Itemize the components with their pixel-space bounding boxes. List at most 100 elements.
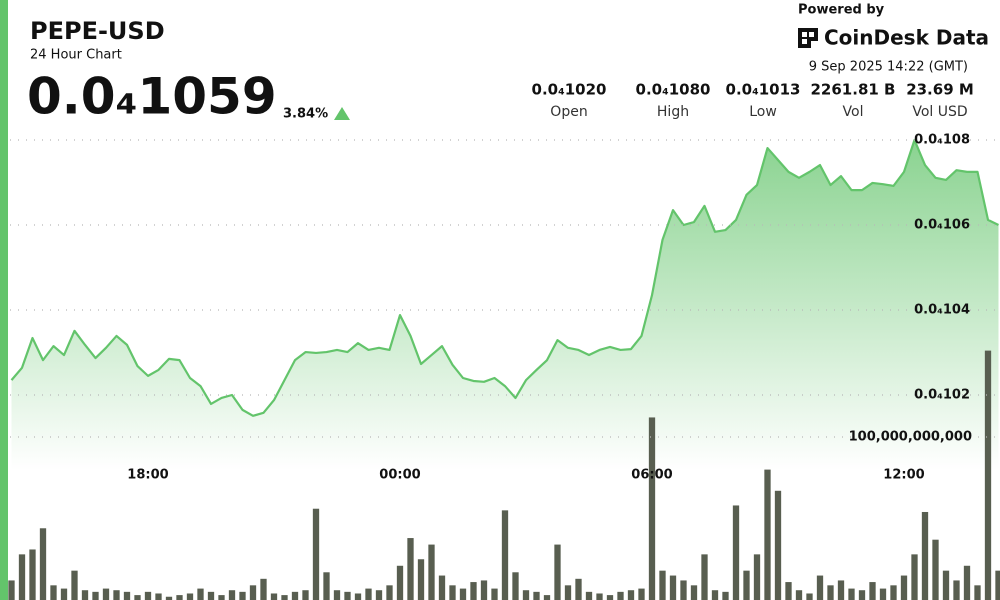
volume-bar — [858, 590, 866, 600]
x-tick-label: 12:00 — [883, 468, 924, 483]
brand-logo — [798, 28, 818, 48]
volume-bar — [386, 585, 393, 600]
volume-bar — [900, 575, 908, 600]
stat-label: Open — [550, 104, 587, 120]
volume-bar — [344, 591, 351, 600]
price-line — [10, 138, 999, 417]
volume-bar — [732, 505, 740, 600]
stats: 0.0₄1020 Open 0.0₄1080 High 0.0₄1013 Low 2261.… — [532, 81, 974, 121]
up-arrow — [334, 107, 350, 120]
volume-bar — [974, 585, 981, 600]
volume-bar — [186, 593, 194, 600]
volume-bar — [764, 469, 771, 600]
volume-bar — [995, 570, 1000, 600]
volume-bar — [239, 591, 246, 600]
volume-bar — [921, 511, 929, 600]
volume-bar — [564, 585, 572, 600]
volume-bar — [543, 595, 551, 600]
volume-bar — [459, 588, 467, 600]
volume-bar — [134, 595, 141, 600]
y-tick-label: 0.0₄108 — [914, 133, 970, 148]
volume-bar — [480, 580, 488, 600]
volume-bar — [501, 510, 509, 600]
plot — [8, 138, 1000, 600]
volume-bar — [701, 554, 708, 600]
volume-bar — [396, 565, 404, 600]
x-tick-label: 00:00 — [379, 468, 420, 483]
volume-bar — [323, 572, 330, 600]
volume-bar — [638, 588, 645, 600]
y-tick-label: 0.0₄106 — [914, 218, 970, 233]
volume-bar — [911, 554, 918, 600]
volume-bar — [785, 582, 792, 600]
volume-bar — [942, 570, 950, 600]
volume-bar — [890, 585, 897, 600]
stat-label: Low — [749, 104, 777, 120]
volume-bar — [50, 585, 57, 600]
volume-bar — [113, 590, 120, 600]
stat-value: 0.0₄1013 — [726, 81, 801, 99]
price: 0.0₄1059 — [27, 68, 277, 126]
volume-bar — [722, 591, 729, 600]
volume-bar — [375, 590, 383, 600]
y-tick-label: 0.0₄102 — [914, 388, 970, 403]
volume-bar — [585, 591, 593, 600]
volume-bar — [837, 580, 845, 600]
volume-bar — [228, 590, 236, 600]
volume-bar — [596, 593, 603, 600]
volume-bar — [522, 590, 530, 600]
volume-bar — [260, 578, 267, 600]
volume-bar — [806, 593, 813, 600]
volume-bar — [963, 565, 971, 600]
volume-bar — [627, 590, 635, 600]
volume-bar — [879, 588, 887, 600]
volume-bar — [753, 554, 761, 600]
volume-bar — [354, 593, 362, 600]
x-tick-label: 06:00 — [631, 468, 672, 483]
volume-bar — [92, 591, 99, 600]
change: 3.84% — [283, 107, 328, 122]
volume-bar — [102, 588, 110, 600]
volume-bar — [249, 585, 257, 600]
accent-bar — [0, 0, 8, 600]
area-fill — [11, 140, 999, 470]
volume-bar — [575, 578, 582, 600]
timestamp: 9 Sep 2025 14:22 (GMT) — [809, 60, 968, 75]
volume-bar — [470, 582, 477, 600]
volume-bar — [333, 590, 341, 600]
volume-bar — [407, 538, 414, 600]
volume-bar — [512, 572, 519, 600]
volume-bar — [281, 595, 288, 600]
volume-bar — [207, 591, 215, 600]
volume-bar — [8, 580, 15, 600]
volume-bar — [165, 596, 173, 600]
volume-bar — [743, 570, 750, 600]
volume-bar — [848, 588, 855, 600]
volume-bar — [669, 575, 677, 600]
volume-bar — [659, 570, 666, 600]
volume-bar — [680, 580, 687, 600]
volume-bar — [869, 582, 876, 600]
volume-bar — [155, 593, 162, 600]
stat-value: 23.69 M — [906, 81, 974, 99]
volume-bar — [39, 528, 47, 600]
volume-bar — [795, 590, 803, 600]
volume-bar — [29, 549, 36, 600]
stat-label: High — [657, 104, 689, 120]
volume-bar — [984, 350, 992, 600]
volume-bar — [449, 585, 456, 600]
volume-bar — [291, 591, 299, 600]
volume-bar — [428, 544, 435, 600]
volume-bar — [606, 595, 614, 600]
volume-bar — [827, 585, 834, 600]
volume-bar — [18, 554, 26, 600]
volume-bar — [816, 575, 824, 600]
volume-bar — [953, 580, 960, 600]
volume-bar — [144, 591, 152, 600]
volume-bar — [176, 595, 183, 600]
y-tick-label: 0.0₄104 — [914, 303, 970, 318]
x-tick-label: 18:00 — [127, 468, 168, 483]
volume-bar — [617, 591, 624, 600]
